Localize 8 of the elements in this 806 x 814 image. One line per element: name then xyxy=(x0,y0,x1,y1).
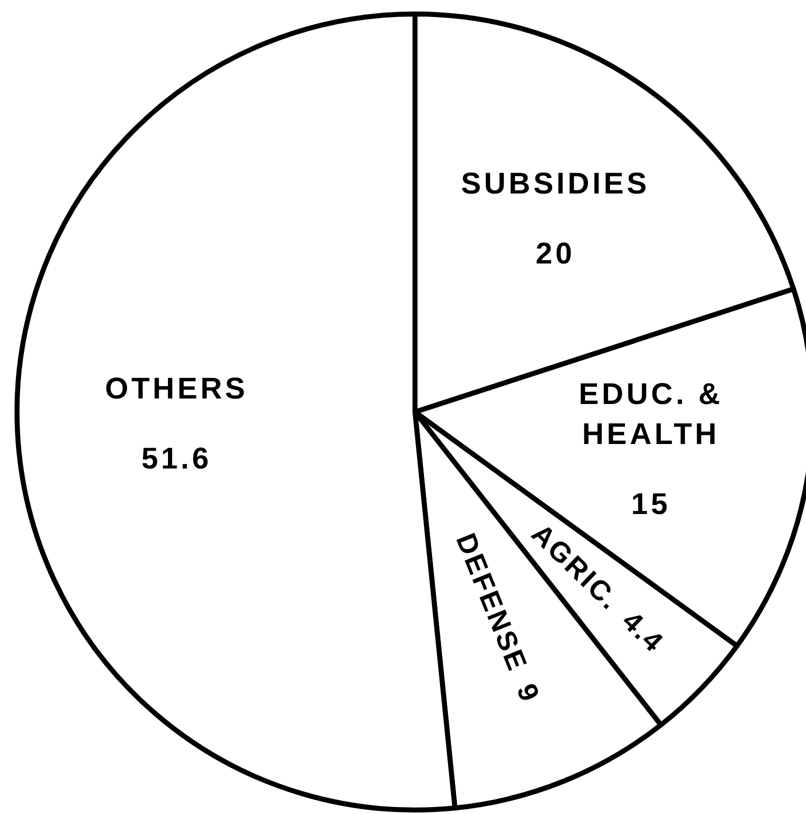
data-label: 20 xyxy=(536,237,576,270)
data-label: 4.4 xyxy=(616,605,670,659)
data-label: 9 xyxy=(510,679,546,708)
slice-label: SUBSIDIES xyxy=(461,167,650,200)
data-label: 51.6 xyxy=(141,442,212,476)
data-label: 15 xyxy=(631,488,671,521)
slice-label: EDUC. & HEALTH xyxy=(578,378,724,451)
slice-label: OTHERS xyxy=(104,372,248,406)
